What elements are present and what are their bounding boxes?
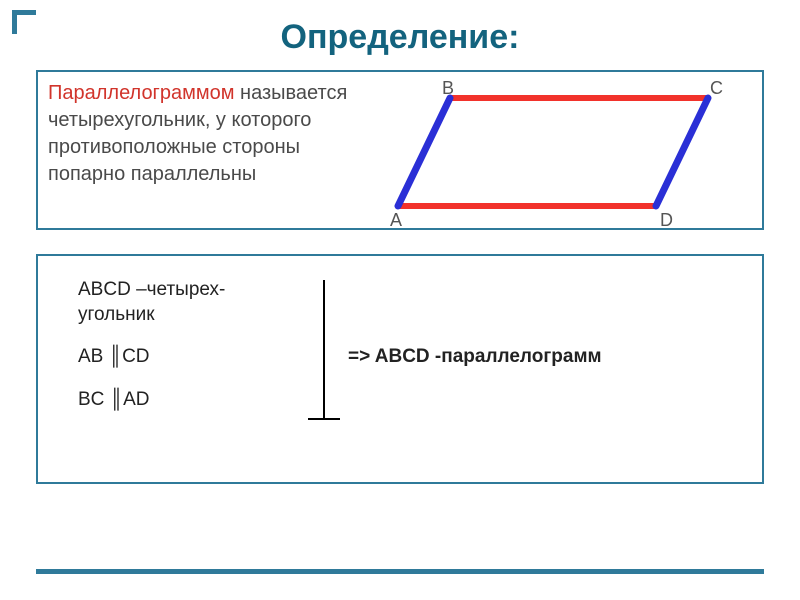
definition-term: Параллелограммом: [48, 82, 234, 104]
page-title: Определение:: [0, 0, 800, 71]
given-line-2: AB ║CD: [78, 345, 288, 370]
vertex-label-b: B: [442, 78, 454, 99]
parallelogram-diagram: A B C D: [378, 78, 748, 226]
conclusion-text: => ABCD -параллелограмм: [348, 346, 602, 368]
parallelogram-svg: [378, 78, 748, 226]
proof-divider: [323, 280, 325, 420]
proof-divider-foot: [308, 418, 340, 420]
proof-box: ABCD –четырех- угольник AB ║CD BC ║AD =>…: [36, 254, 764, 484]
corner-accent: [12, 10, 36, 34]
definition-text: Параллелограммом называется четырехуголь…: [48, 80, 358, 188]
given-line-3: BC ║AD: [78, 388, 288, 413]
definition-box: Параллелограммом называется четырехуголь…: [36, 70, 764, 230]
vertex-label-d: D: [660, 210, 673, 231]
given-column: ABCD –четырех- угольник AB ║CD BC ║AD: [78, 278, 288, 431]
given-1b: угольник: [78, 304, 155, 325]
vertex-label-a: A: [390, 210, 402, 231]
given-line-1: ABCD –четырех- угольник: [78, 278, 288, 327]
vertex-label-c: C: [710, 78, 723, 99]
bottom-accent-rule: [36, 569, 764, 574]
given-1a: ABCD –четырех-: [78, 279, 225, 300]
